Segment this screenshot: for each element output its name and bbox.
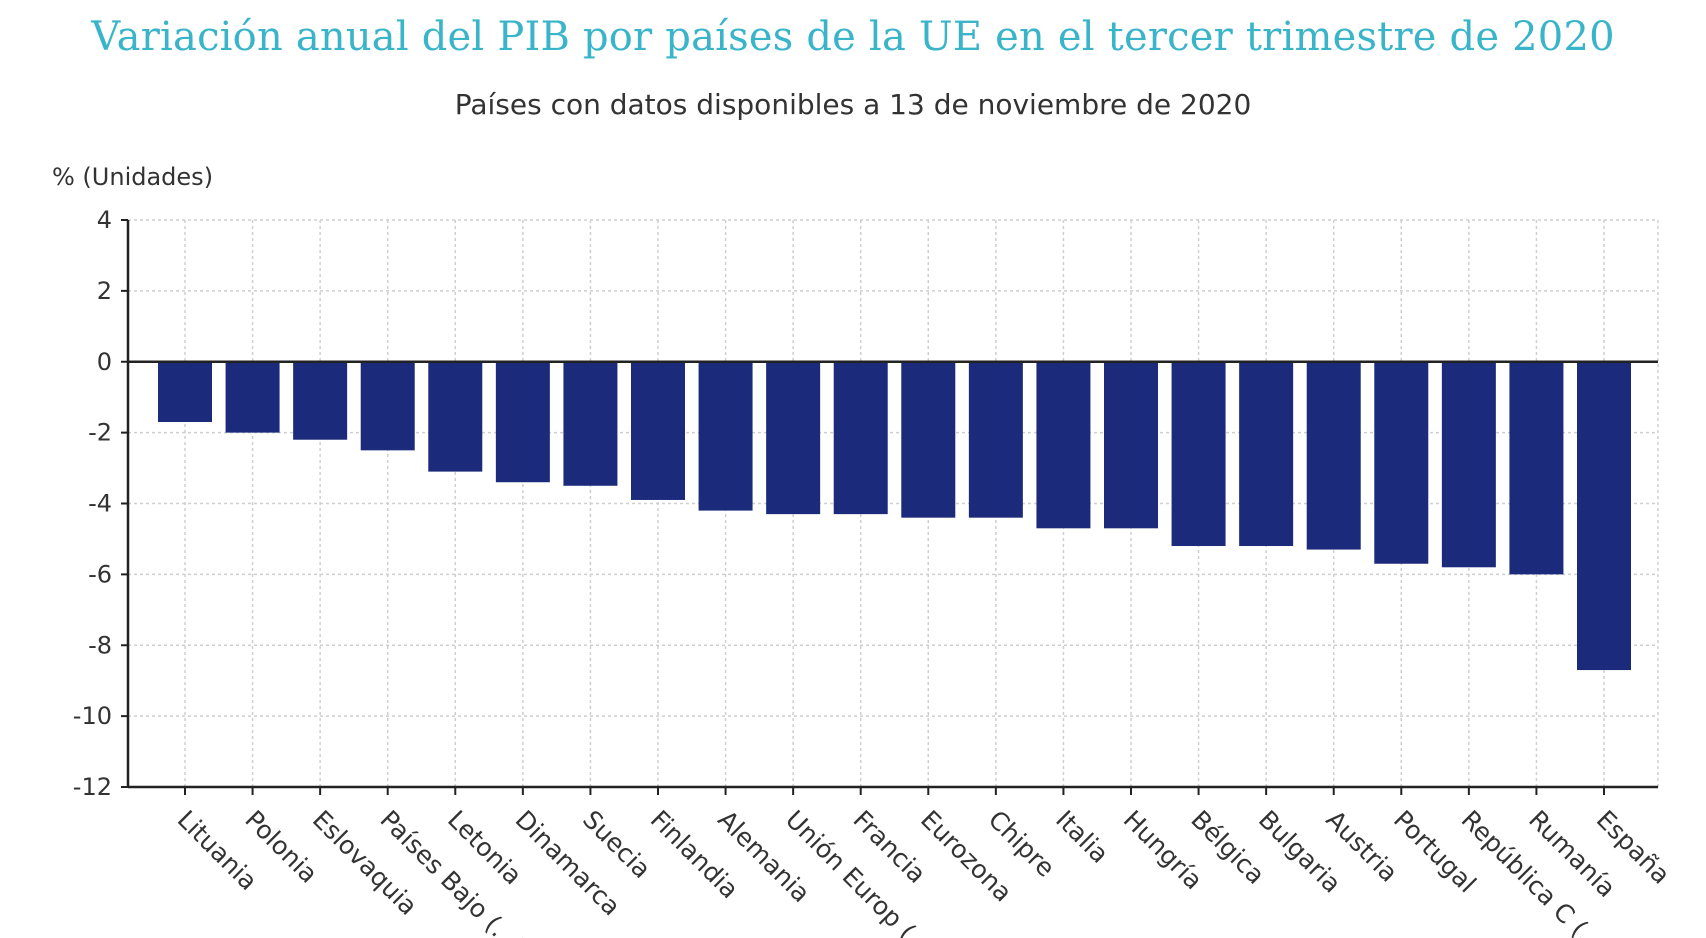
bar[interactable] bbox=[766, 361, 821, 515]
y-tick-label: -4 bbox=[88, 490, 112, 518]
bar[interactable] bbox=[631, 361, 685, 500]
bar[interactable] bbox=[495, 361, 550, 483]
bar[interactable] bbox=[1441, 361, 1496, 568]
bar[interactable] bbox=[901, 361, 956, 518]
bar[interactable] bbox=[158, 361, 212, 422]
y-tick-label: -2 bbox=[88, 419, 112, 447]
bar[interactable] bbox=[1171, 361, 1226, 547]
bar[interactable] bbox=[1306, 361, 1361, 550]
chart-subtitle: Países con datos disponibles a 13 de nov… bbox=[454, 88, 1252, 121]
y-tick-label: -6 bbox=[88, 560, 112, 588]
bar[interactable] bbox=[968, 361, 1023, 518]
bar[interactable] bbox=[428, 361, 483, 472]
bar[interactable] bbox=[1239, 361, 1294, 547]
bar[interactable] bbox=[1374, 361, 1429, 564]
y-tick-label: -8 bbox=[88, 631, 112, 659]
y-axis-label: % (Unidades) bbox=[52, 163, 214, 191]
bar[interactable] bbox=[833, 361, 888, 515]
y-tick-label: 2 bbox=[97, 277, 112, 305]
x-tick-label: Italia bbox=[1050, 805, 1114, 869]
y-tick-label: 0 bbox=[97, 348, 112, 376]
y-tick-label: 4 bbox=[97, 206, 112, 234]
bar[interactable] bbox=[360, 361, 415, 451]
y-tick-label: -10 bbox=[73, 702, 112, 730]
bar[interactable] bbox=[563, 361, 618, 486]
chart-title: Variación anual del PIB por países de la… bbox=[91, 14, 1615, 60]
bar[interactable] bbox=[1104, 361, 1158, 529]
bar[interactable] bbox=[1509, 361, 1564, 575]
bar[interactable] bbox=[225, 361, 280, 433]
bar[interactable] bbox=[1036, 361, 1091, 529]
bar[interactable] bbox=[698, 361, 753, 511]
bar[interactable] bbox=[1577, 361, 1631, 671]
y-tick-label: -12 bbox=[73, 773, 112, 801]
bar[interactable] bbox=[293, 361, 348, 440]
